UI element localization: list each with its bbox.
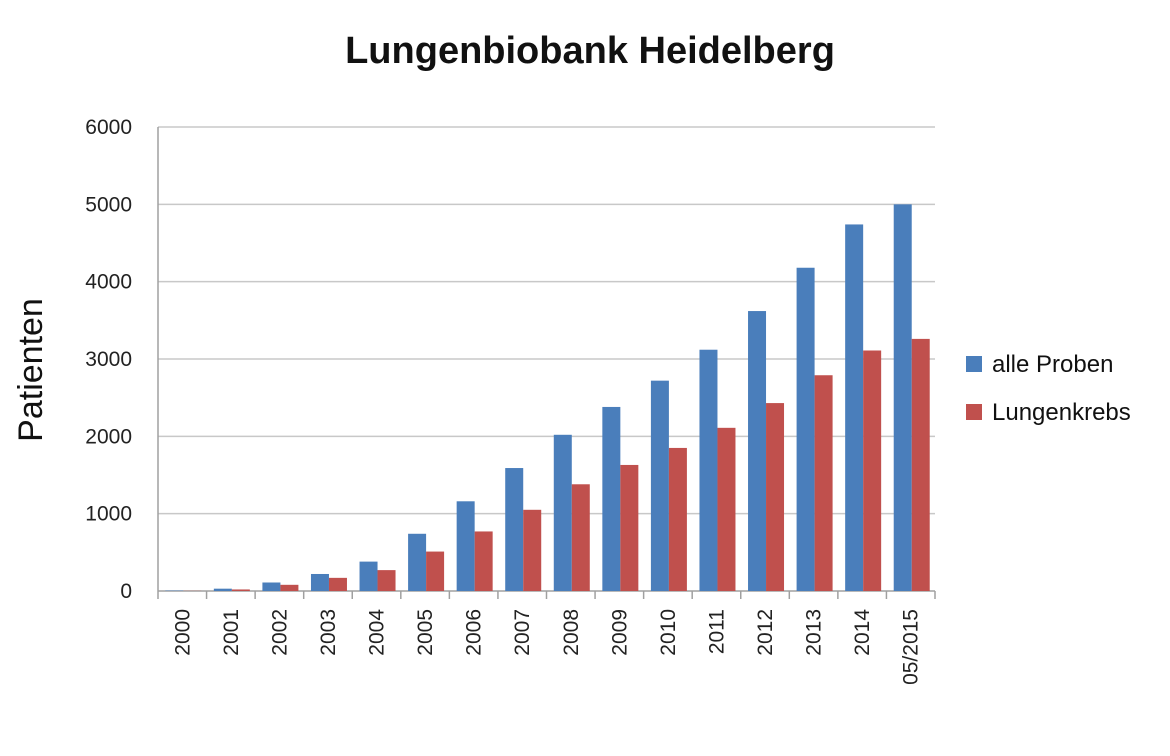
bar-lungenkrebs xyxy=(814,375,833,591)
legend: alle Proben Lungenkrebs xyxy=(966,351,1131,426)
bar-lungenkrebs xyxy=(280,584,299,591)
bar-lungenkrebs xyxy=(571,484,590,591)
bar-lungenkrebs xyxy=(426,551,445,591)
legend-swatch xyxy=(966,404,982,420)
bar-lungenkrebs xyxy=(377,570,396,591)
bar-lungenkrebs xyxy=(668,447,687,591)
x-tick-label: 2007 xyxy=(511,609,534,656)
bar-lungenkrebs xyxy=(620,464,639,591)
bar-alle-proben xyxy=(408,533,427,591)
x-tick-label: 2010 xyxy=(657,609,680,656)
bar-alle-proben xyxy=(505,468,524,591)
gridlines xyxy=(158,126,935,515)
bar-lungenkrebs xyxy=(863,350,882,591)
bar-alle-proben xyxy=(602,406,621,591)
x-tick-label: 2000 xyxy=(171,609,194,656)
y-tick-label: 0 xyxy=(120,580,132,603)
y-tick-label: 5000 xyxy=(85,193,132,216)
bar-lungenkrebs xyxy=(474,531,493,591)
bar-lungenkrebs xyxy=(717,427,736,591)
x-tick-label: 2008 xyxy=(560,609,583,656)
bar-alle-proben xyxy=(213,588,232,591)
legend-swatch xyxy=(966,356,982,372)
bar-alle-proben xyxy=(359,561,378,591)
bar-alle-proben xyxy=(310,573,329,591)
x-tick-label: 2013 xyxy=(803,609,826,656)
chart-title: Lungenbiobank Heidelberg xyxy=(345,30,835,72)
x-tick-label: 2006 xyxy=(463,609,486,656)
legend-label: alle Proben xyxy=(992,351,1113,378)
x-tick-label: 2014 xyxy=(851,609,874,656)
x-tick-label: 2002 xyxy=(268,609,291,656)
x-tick-label: 2003 xyxy=(317,609,340,656)
bar-alle-proben xyxy=(262,582,281,591)
bar-alle-proben xyxy=(796,267,815,591)
tick-labels: 0 1000 2000 3000 4000 5000 6000 2000 2001 2002 200… xyxy=(85,116,922,685)
bar-alle-proben xyxy=(699,349,718,591)
bar-alle-proben xyxy=(893,204,912,592)
bar-lungenkrebs xyxy=(328,577,347,591)
x-tick-label: 2012 xyxy=(754,609,777,656)
x-tick-label: 2001 xyxy=(220,609,243,656)
legend-label: Lungenkrebs xyxy=(992,399,1131,426)
bar-alle-proben xyxy=(650,380,669,591)
y-axis-label: Patienten xyxy=(12,298,50,442)
bar-lungenkrebs xyxy=(766,403,785,591)
x-tick-label: 2004 xyxy=(366,609,389,656)
y-tick-label: 3000 xyxy=(85,348,132,371)
bar-alle-proben xyxy=(845,224,864,591)
bar-lungenkrebs xyxy=(911,338,930,591)
x-tick-label: 2005 xyxy=(414,609,437,656)
x-tick-label: 05/2015 xyxy=(900,609,923,685)
y-tick-label: 6000 xyxy=(85,116,132,139)
y-tick-label: 2000 xyxy=(85,425,132,448)
bar-alle-proben xyxy=(553,434,572,591)
x-tick-label: 2011 xyxy=(705,609,728,654)
bar-alle-proben xyxy=(456,501,475,591)
x-tick-label: 2009 xyxy=(608,609,631,656)
y-tick-label: 4000 xyxy=(85,271,132,294)
bars xyxy=(165,204,930,592)
y-tick-label: 1000 xyxy=(85,503,132,526)
bar-lungenkrebs xyxy=(231,589,250,591)
bar-lungenkrebs xyxy=(523,509,542,591)
bar-alle-proben xyxy=(748,311,767,591)
